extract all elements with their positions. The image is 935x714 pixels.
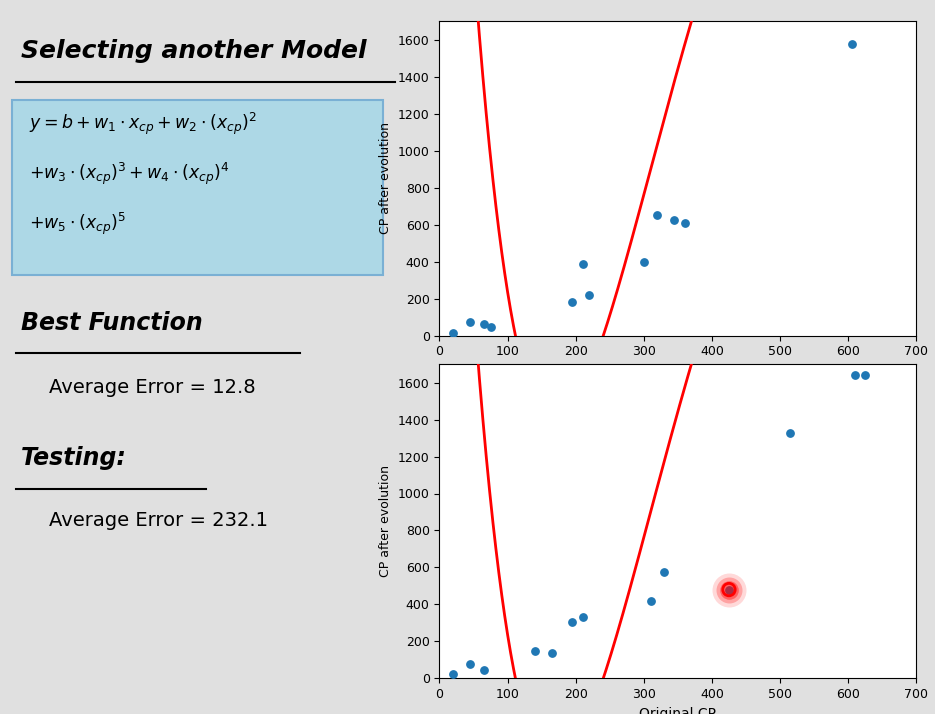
Point <box>446 327 461 338</box>
Text: Average Error = 232.1: Average Error = 232.1 <box>50 511 268 530</box>
Point <box>544 648 559 659</box>
Point <box>565 616 580 628</box>
Text: Best Function: Best Function <box>21 311 202 335</box>
Point <box>476 318 491 329</box>
Text: $+ w_5 \cdot (x_{cp})^5$: $+ w_5 \cdot (x_{cp})^5$ <box>29 211 125 237</box>
Point <box>722 584 737 595</box>
Point <box>844 38 859 49</box>
Text: $y = b + w_1 \cdot x_{cp} + w_2 \cdot (x_{cp})^2$: $y = b + w_1 \cdot x_{cp} + w_2 \cdot (x… <box>29 111 256 137</box>
Point <box>722 584 737 595</box>
Point <box>783 427 798 438</box>
Point <box>295 349 306 358</box>
Text: Testing:: Testing: <box>21 446 126 471</box>
Point <box>847 370 862 381</box>
Y-axis label: CP after evolution: CP after evolution <box>380 466 393 577</box>
Text: Selecting another Model: Selecting another Model <box>21 39 367 64</box>
Point <box>483 321 498 333</box>
Point <box>582 289 597 301</box>
Point <box>722 584 737 595</box>
Y-axis label: CP after evolution: CP after evolution <box>380 123 393 234</box>
Point <box>463 316 478 328</box>
Point <box>446 668 461 680</box>
Point <box>11 485 22 493</box>
Point <box>565 296 580 308</box>
Text: $+ w_3 \cdot (x_{cp})^3 + w_4 \cdot (x_{cp})^4$: $+ w_3 \cdot (x_{cp})^3 + w_4 \cdot (x_{… <box>29 161 229 187</box>
Point <box>575 612 590 623</box>
Point <box>476 664 491 675</box>
Point <box>11 349 22 358</box>
Point <box>637 256 652 267</box>
Point <box>722 584 737 595</box>
X-axis label: Original CP: Original CP <box>640 364 716 378</box>
Text: Average Error = 12.8: Average Error = 12.8 <box>50 378 256 398</box>
Point <box>527 645 542 656</box>
Point <box>575 258 590 269</box>
Point <box>677 217 692 228</box>
Point <box>656 566 671 578</box>
Point <box>667 214 682 226</box>
Point <box>857 370 872 381</box>
FancyBboxPatch shape <box>12 100 382 275</box>
X-axis label: Original CP: Original CP <box>640 707 716 714</box>
Point <box>463 658 478 669</box>
Point <box>722 584 737 595</box>
Point <box>650 210 665 221</box>
Point <box>200 485 211 493</box>
Point <box>643 595 658 606</box>
